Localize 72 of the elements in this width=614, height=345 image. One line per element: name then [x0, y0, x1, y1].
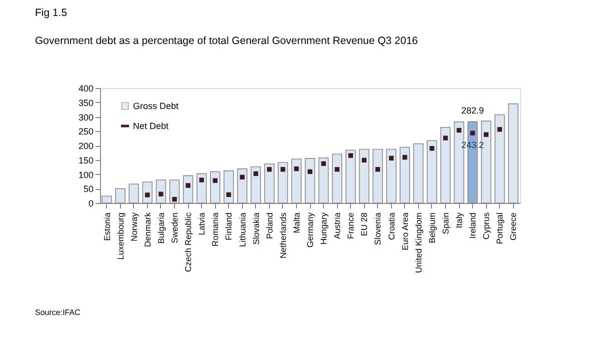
x-tick-label: Netherlands [278, 212, 288, 258]
x-tick-label: Sweden [170, 212, 180, 244]
x-tick-label: Greece [508, 212, 518, 240]
point [443, 136, 448, 140]
y-tick-label: 50 [83, 184, 94, 194]
x-tick-label: Bulgaria [156, 212, 166, 244]
point [430, 146, 434, 151]
point [158, 192, 164, 196]
caption: Fig 1.5 [35, 7, 68, 19]
x-tick-label: United Kingdom [413, 212, 424, 273]
point [294, 166, 299, 172]
x-tick-label: EU 28 [359, 212, 370, 236]
point [145, 192, 150, 198]
point [497, 127, 502, 132]
x-tick-label: Ireland [468, 212, 478, 238]
x-tick-label: Italy [454, 212, 464, 228]
point [362, 158, 367, 163]
x-tick-label: Luxembourg [115, 212, 126, 260]
y-tick-label: 250 [78, 126, 94, 137]
x-tick-label: Euro Area [400, 212, 410, 250]
x-tick-label: Lithuania [237, 212, 248, 248]
point [172, 196, 177, 202]
x-tick-label: Poland [264, 212, 274, 239]
x-tick-label: Belgium [426, 212, 437, 244]
y-tick-label: 200 [78, 141, 94, 151]
point [456, 128, 462, 133]
x-tick-label: Croatia [386, 212, 396, 240]
point [308, 169, 312, 174]
point [253, 171, 258, 176]
y-tick-label: 0 [88, 198, 94, 208]
x-tick-label: Cyprus [481, 212, 492, 240]
y-tick-label: 100 [78, 170, 94, 180]
source-note: Source:IFAC [35, 308, 81, 317]
x-tick-label: Austria [332, 212, 342, 239]
point [280, 167, 286, 172]
point [186, 183, 190, 188]
x-tick-label: Latvia [196, 212, 207, 236]
point [212, 178, 218, 183]
x-tick-label: Slovakia [250, 212, 261, 245]
point [267, 167, 272, 172]
x-tick-label: Spain [440, 212, 450, 234]
x-tick-label: Hungary [318, 212, 329, 245]
point [402, 154, 408, 160]
point [240, 174, 245, 180]
x-tick-label: Slovenia [372, 212, 383, 246]
x-tick-label: Germany [305, 212, 315, 248]
point [226, 192, 232, 198]
y-tick-label: 300 [78, 112, 94, 122]
point [484, 132, 488, 137]
point [470, 130, 475, 136]
legend-label: Gross Debt [133, 101, 180, 111]
point [348, 153, 353, 158]
x-tick-label: Estonia [102, 212, 112, 241]
point [321, 161, 326, 166]
x-tick-label: Portugal [494, 212, 505, 244]
y-tick-label: 400 [78, 84, 94, 94]
x-tick-label: Norway [128, 212, 139, 242]
x-tick-label: Czech Republic [183, 212, 194, 272]
legend-label: Net Debt [133, 121, 170, 131]
x-tick-label: Denmark [142, 212, 152, 247]
point [334, 167, 340, 172]
x-tick-label: France [346, 212, 356, 239]
chart-title: Government debt as a percentage of total General Government Revenue Q3 2016 [35, 35, 418, 47]
y-tick-label: 150 [78, 155, 94, 166]
point [375, 167, 380, 172]
point [199, 178, 204, 182]
y-tick-label: 350 [78, 98, 94, 108]
x-tick-label: Finland [224, 212, 234, 240]
data-label: 282.9 [461, 106, 484, 116]
x-tick-label: Malta [291, 212, 302, 234]
x-tick-label: Romania [210, 212, 220, 247]
point [388, 156, 394, 160]
